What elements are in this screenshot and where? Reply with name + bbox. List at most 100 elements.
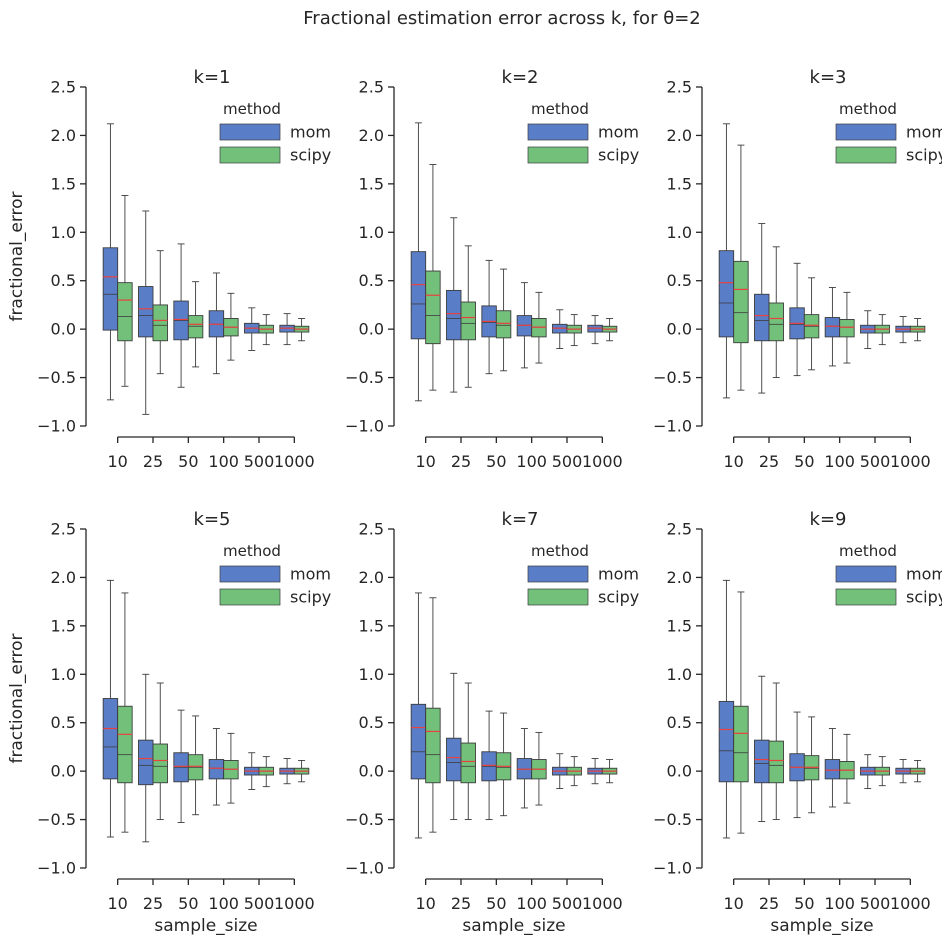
y-tick-label: −0.5: [37, 810, 76, 829]
box-scipy-10: [425, 597, 441, 833]
y-tick-label: −0.5: [37, 368, 76, 387]
legend: method mom scipy: [219, 542, 331, 607]
y-tick-label: −0.5: [345, 368, 384, 387]
box-mom-25: [138, 210, 154, 415]
legend-label-scipy: scipy: [598, 146, 639, 165]
box-mom-1000: [279, 758, 295, 785]
y-tick-label: 1.0: [51, 665, 76, 684]
y-tick-label: 0.5: [359, 271, 384, 290]
box-mom-50: [173, 709, 189, 823]
legend-swatch-scipy: [527, 146, 589, 164]
x-tick-label: 25: [759, 894, 779, 913]
iqr-box: [152, 743, 168, 784]
x-tick-label: 50: [486, 894, 506, 913]
subplot-title: k=2: [502, 67, 539, 88]
x-tick-label: 1000: [890, 452, 931, 471]
y-tick-label: 1.5: [667, 616, 692, 635]
legend-title: method: [839, 542, 897, 560]
x-tick-label: 100: [824, 452, 855, 471]
box-scipy-100: [839, 291, 855, 364]
iqr-box: [138, 739, 154, 786]
y-tick-label: 0.0: [359, 320, 384, 339]
box-mom-1000: [587, 758, 603, 785]
iqr-box: [460, 742, 476, 784]
y-tick-label: 2.5: [359, 520, 384, 539]
legend-label-mom: mom: [598, 565, 639, 584]
legend: method mom scipy: [219, 100, 331, 165]
box-mom-1000: [895, 316, 911, 344]
y-axis-label: fractional_error: [7, 633, 27, 763]
y-tick-label: −0.5: [653, 810, 692, 829]
legend-label-scipy: scipy: [290, 146, 331, 165]
x-axis-label: sample_size: [770, 916, 873, 936]
box-scipy-1000: [293, 760, 310, 783]
x-axis-label: sample_size: [462, 916, 565, 936]
box-scipy-25: [768, 682, 784, 821]
iqr-box: [138, 286, 154, 338]
x-tick-label: 500: [860, 894, 891, 913]
x-tick-label: 1000: [274, 894, 315, 913]
y-tick-label: 0.5: [667, 713, 692, 732]
y-tick-label: 0.0: [359, 762, 384, 781]
y-tick-label: −1.0: [37, 417, 76, 436]
legend-label-mom: mom: [290, 123, 331, 142]
box-scipy-25: [460, 682, 476, 821]
x-tick-label: 10: [415, 894, 435, 913]
iqr-box: [733, 705, 749, 783]
legend-label-mom: mom: [290, 565, 331, 584]
box-scipy-500: [258, 756, 274, 788]
x-tick-label: 500: [552, 452, 583, 471]
x-tick-label: 100: [516, 452, 547, 471]
iqr-box: [718, 700, 735, 783]
x-tick-label: 1000: [274, 452, 315, 471]
subplot-title: k=7: [502, 509, 539, 530]
x-tick-label: 50: [486, 452, 506, 471]
y-tick-label: 2.0: [667, 126, 692, 145]
y-tick-label: 2.0: [359, 126, 384, 145]
subplot-title: k=3: [810, 67, 847, 88]
box-mom-10: [718, 579, 735, 839]
legend-swatch-mom: [527, 123, 589, 141]
legend-swatch-scipy: [527, 588, 589, 606]
box-mom-10: [102, 123, 119, 401]
iqr-box: [102, 247, 119, 331]
box-scipy-500: [874, 314, 890, 346]
x-tick-label: 25: [143, 452, 163, 471]
y-tick-label: 0.0: [51, 762, 76, 781]
box-mom-25: [754, 675, 770, 822]
subplot-title: k=1: [194, 67, 231, 88]
x-axis-label: sample_size: [154, 916, 257, 936]
iqr-box: [839, 319, 855, 338]
iqr-box: [718, 250, 735, 338]
y-tick-label: 1.0: [667, 223, 692, 242]
x-tick-label: 100: [208, 894, 239, 913]
iqr-box: [446, 737, 462, 782]
box-mom-1000: [279, 313, 295, 346]
y-tick-label: 2.5: [667, 520, 692, 539]
iqr-box: [425, 707, 441, 784]
box-scipy-50: [495, 712, 512, 817]
legend-title: method: [531, 542, 589, 560]
legend-swatch-mom: [835, 565, 897, 583]
legend-title: method: [839, 100, 897, 118]
legend-title: method: [223, 100, 281, 118]
x-tick-label: 10: [107, 894, 127, 913]
box-mom-1000: [587, 315, 603, 345]
y-axis-label: fractional_error: [7, 191, 27, 321]
box-mom-25: [138, 673, 154, 843]
box-mom-10: [102, 579, 119, 838]
iqr-box: [460, 301, 476, 341]
iqr-box: [495, 310, 512, 339]
iqr-box: [425, 270, 441, 345]
iqr-box: [768, 302, 784, 342]
box-mom-1000: [895, 759, 911, 784]
box-scipy-25: [152, 682, 168, 821]
box-scipy-10: [117, 195, 133, 387]
box-scipy-50: [803, 716, 820, 814]
y-tick-label: 0.5: [51, 271, 76, 290]
y-tick-label: 1.5: [667, 174, 692, 193]
y-tick-label: 1.5: [359, 616, 384, 635]
y-tick-label: 2.0: [51, 126, 76, 145]
x-tick-label: 1000: [582, 452, 623, 471]
